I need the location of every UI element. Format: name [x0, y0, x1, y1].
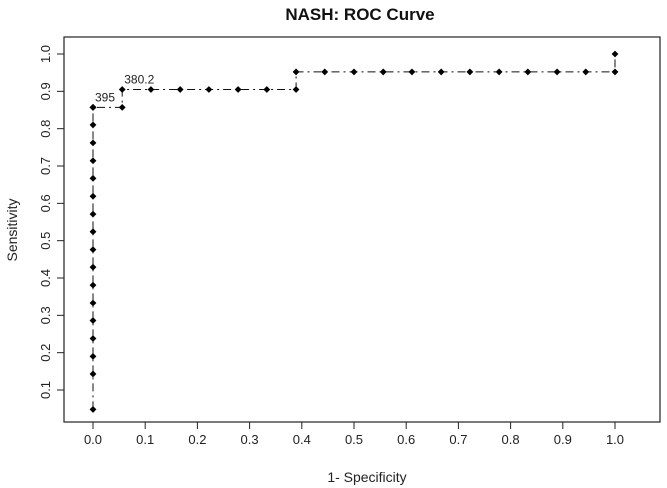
- roc-point: [89, 263, 97, 271]
- roc-point: [553, 68, 561, 76]
- y-tick-label: 0.8: [38, 120, 53, 138]
- roc-point: [89, 192, 97, 200]
- x-tick-label: 0.3: [241, 432, 259, 447]
- roc-point: [89, 228, 97, 236]
- y-axis: 0.1 0.2 0.3 0.4 0.5 0.6 0.7 0.8 0.9 1.0: [38, 45, 65, 399]
- roc-point: [292, 68, 300, 76]
- y-tick-label: 0.1: [38, 381, 53, 399]
- roc-point: [205, 86, 213, 93]
- roc-point: [89, 139, 97, 147]
- plot-frame: [63, 36, 661, 423]
- roc-point: [89, 370, 97, 378]
- x-tick-label: 0.0: [84, 432, 102, 447]
- roc-point: [466, 68, 474, 76]
- y-tick-label: 0.2: [38, 344, 53, 362]
- roc-point: [89, 246, 97, 254]
- y-tick-label: 1.0: [38, 45, 53, 63]
- y-tick-label: 0.7: [38, 157, 53, 175]
- y-tick-label: 0.9: [38, 82, 53, 100]
- roc-point: [89, 174, 97, 182]
- threshold-label: 380.2: [124, 72, 154, 86]
- x-tick-label: 0.5: [345, 432, 363, 447]
- roc-point: [263, 86, 271, 93]
- roc-points: [89, 50, 619, 413]
- roc-point: [350, 68, 358, 76]
- roc-point: [89, 210, 97, 218]
- roc-point: [89, 317, 97, 324]
- roc-curve-line: [92, 54, 616, 410]
- x-tick-label: 0.9: [554, 432, 572, 447]
- roc-point: [408, 68, 416, 76]
- roc-point: [89, 353, 97, 360]
- roc-point: [495, 68, 503, 76]
- x-tick-label: 0.7: [449, 432, 467, 447]
- roc-point: [89, 299, 97, 307]
- roc-point: [611, 50, 619, 58]
- roc-point: [89, 281, 97, 289]
- roc-point: [292, 86, 300, 93]
- roc-point: [89, 121, 97, 129]
- roc-point: [379, 68, 387, 76]
- roc-point: [611, 68, 619, 76]
- roc-point: [89, 406, 97, 413]
- roc-point: [89, 335, 97, 342]
- x-axis: 0.0 0.1 0.2 0.3 0.4 0.5 0.6 0.7 0.8 0.9 1.0: [84, 421, 624, 447]
- roc-point: [89, 157, 97, 165]
- y-tick-label: 0.5: [38, 232, 53, 250]
- threshold-label: 395: [95, 90, 115, 104]
- y-tick-label: 0.6: [38, 194, 53, 212]
- y-axis-label: Sensitivity: [4, 198, 20, 261]
- roc-point: [89, 103, 97, 111]
- x-tick-label: 0.4: [293, 432, 311, 447]
- x-tick-label: 1.0: [606, 432, 624, 447]
- x-tick-label: 0.6: [397, 432, 415, 447]
- y-tick-label: 0.4: [38, 269, 53, 287]
- x-axis-label: 1- Specificity: [327, 469, 406, 485]
- roc-point: [321, 68, 329, 76]
- roc-point: [147, 86, 155, 93]
- roc-point: [524, 68, 532, 76]
- y-tick-label: 0.3: [38, 306, 53, 324]
- roc-point: [118, 103, 126, 111]
- roc-point: [437, 68, 445, 76]
- x-tick-label: 0.2: [188, 432, 206, 447]
- roc-point: [582, 68, 590, 76]
- x-tick-label: 0.8: [502, 432, 520, 447]
- roc-point: [176, 86, 184, 93]
- chart-title: NASH: ROC Curve: [285, 5, 434, 24]
- roc-point: [234, 86, 242, 93]
- threshold-annotations: 395 380.2: [95, 72, 155, 104]
- x-tick-label: 0.1: [136, 432, 154, 447]
- roc-point: [118, 86, 126, 93]
